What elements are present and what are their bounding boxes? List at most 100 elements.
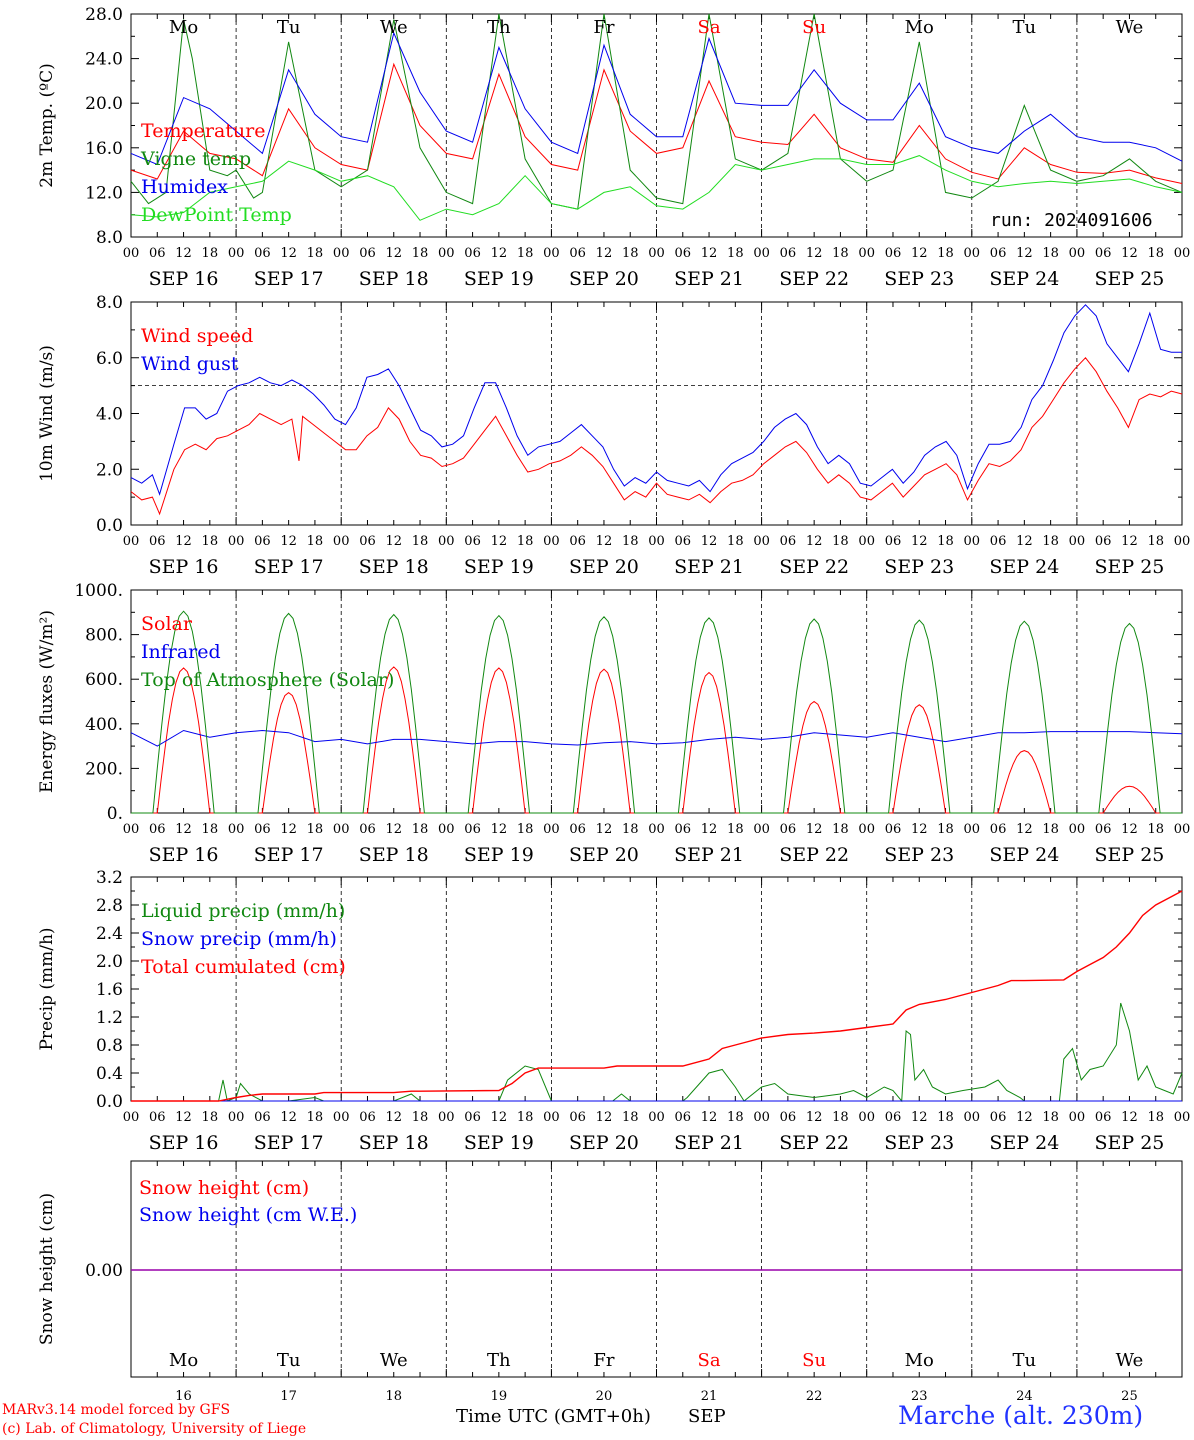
hour-label: 06 bbox=[464, 822, 481, 837]
credit-line-1: MARv3.14 model forced by GFS bbox=[2, 1402, 231, 1418]
y-tick-label: 800. bbox=[85, 626, 123, 646]
hour-label: 18 bbox=[307, 1110, 324, 1125]
day-number: 17 bbox=[280, 1389, 297, 1404]
hour-label: 00 bbox=[753, 1110, 770, 1125]
hour-label: 18 bbox=[1042, 534, 1059, 549]
series-green bbox=[130, 13, 1183, 210]
legend-entry: Snow height (cm) bbox=[139, 1177, 309, 1199]
hour-label: 18 bbox=[517, 1110, 534, 1125]
hour-label: 12 bbox=[911, 534, 928, 549]
date-label: SEP 18 bbox=[359, 1132, 429, 1154]
hour-label: 06 bbox=[254, 534, 271, 549]
hour-label: 00 bbox=[1174, 246, 1191, 261]
hour-label: 18 bbox=[307, 822, 324, 837]
hour-label: 12 bbox=[491, 534, 508, 549]
y-tick-label: 400. bbox=[85, 715, 123, 735]
hour-label: 12 bbox=[1121, 1110, 1138, 1125]
legend-entry: Wind gust bbox=[141, 353, 239, 375]
hour-label: 00 bbox=[753, 534, 770, 549]
hour-label: 12 bbox=[491, 246, 508, 261]
y-tick-label: 0.0 bbox=[96, 1092, 123, 1112]
day-name: Mo bbox=[905, 17, 934, 38]
y-tick-label: 0.0 bbox=[96, 516, 123, 536]
day-name: Th bbox=[487, 17, 511, 38]
legend-entry: DewPoint Temp bbox=[141, 204, 292, 226]
date-label: SEP 24 bbox=[989, 556, 1059, 578]
hour-label: 00 bbox=[964, 1110, 981, 1125]
hour-label: 12 bbox=[701, 246, 718, 261]
legend-entry: Infrared bbox=[141, 641, 221, 663]
y-tick-label: 2.0 bbox=[96, 952, 123, 972]
date-label: SEP 22 bbox=[779, 556, 849, 578]
hour-label: 06 bbox=[780, 534, 797, 549]
hour-label: 06 bbox=[885, 534, 902, 549]
hour-label: 06 bbox=[569, 1110, 586, 1125]
legend-entry: Temperature bbox=[141, 120, 265, 142]
hour-label: 12 bbox=[911, 246, 928, 261]
hour-label: 06 bbox=[464, 534, 481, 549]
y-tick-label: 8.0 bbox=[96, 228, 123, 248]
hour-label: 18 bbox=[412, 822, 429, 837]
hour-label: 06 bbox=[780, 1110, 797, 1125]
date-label: SEP 22 bbox=[779, 844, 849, 866]
date-label: SEP 18 bbox=[359, 556, 429, 578]
y-tick-label: 20.0 bbox=[85, 94, 123, 114]
hour-label: 12 bbox=[1121, 246, 1138, 261]
hour-label: 00 bbox=[543, 822, 560, 837]
hour-label: 00 bbox=[964, 246, 981, 261]
hour-label: 06 bbox=[149, 1110, 166, 1125]
date-label: SEP 22 bbox=[779, 268, 849, 290]
hour-label: 06 bbox=[675, 822, 692, 837]
hour-label: 12 bbox=[701, 822, 718, 837]
y-tick-label: 1.2 bbox=[96, 1008, 123, 1028]
hour-label: 18 bbox=[832, 1110, 849, 1125]
y-tick-label: 0.4 bbox=[96, 1064, 123, 1084]
hour-label: 06 bbox=[254, 246, 271, 261]
hour-label: 00 bbox=[333, 822, 350, 837]
date-label: SEP 18 bbox=[359, 268, 429, 290]
hour-label: 18 bbox=[832, 822, 849, 837]
series-blue bbox=[130, 304, 1182, 496]
hour-label: 18 bbox=[412, 1110, 429, 1125]
hour-label: 12 bbox=[280, 1110, 297, 1125]
hour-label: 00 bbox=[1069, 246, 1086, 261]
day-name: Mo bbox=[169, 17, 198, 38]
day-name: Mo bbox=[169, 1350, 198, 1371]
hour-label: 00 bbox=[858, 822, 875, 837]
day-number: 19 bbox=[491, 1389, 508, 1404]
hour-label: 18 bbox=[307, 246, 324, 261]
day-name: Tu bbox=[1013, 1350, 1037, 1371]
hour-label: 06 bbox=[1095, 534, 1112, 549]
hour-label: 18 bbox=[517, 534, 534, 549]
hour-label: 12 bbox=[385, 1110, 402, 1125]
hour-label: 00 bbox=[438, 246, 455, 261]
date-label: SEP 20 bbox=[569, 268, 639, 290]
date-label: SEP 25 bbox=[1095, 844, 1165, 866]
hour-label: 12 bbox=[1016, 534, 1033, 549]
hour-label: 00 bbox=[123, 1110, 140, 1125]
day-name: Sa bbox=[698, 17, 721, 38]
date-label: SEP 25 bbox=[1095, 556, 1165, 578]
series-green bbox=[131, 610, 1182, 814]
series-red bbox=[130, 357, 1183, 516]
hour-label: 06 bbox=[885, 1110, 902, 1125]
hour-label: 18 bbox=[307, 534, 324, 549]
hour-label: 00 bbox=[438, 534, 455, 549]
y-tick-label: 1.6 bbox=[96, 980, 123, 1000]
hour-label: 12 bbox=[596, 1110, 613, 1125]
legend-entry: Snow height (cm W.E.) bbox=[139, 1204, 357, 1226]
day-name: Th bbox=[487, 1350, 511, 1371]
hour-label: 06 bbox=[569, 246, 586, 261]
hour-label: 12 bbox=[175, 534, 192, 549]
date-label: SEP 20 bbox=[569, 844, 639, 866]
hour-label: 12 bbox=[1016, 822, 1033, 837]
y-tick-label: 0.00 bbox=[85, 1261, 123, 1281]
y-axis-label: 10m Wind (m/s) bbox=[37, 345, 57, 482]
hour-label: 12 bbox=[701, 534, 718, 549]
hour-label: 06 bbox=[254, 822, 271, 837]
hour-label: 00 bbox=[1174, 1110, 1191, 1125]
hour-label: 18 bbox=[1147, 1110, 1164, 1125]
date-label: SEP 16 bbox=[149, 268, 219, 290]
hour-label: 06 bbox=[1095, 1110, 1112, 1125]
legend-entry: Solar bbox=[141, 613, 193, 635]
